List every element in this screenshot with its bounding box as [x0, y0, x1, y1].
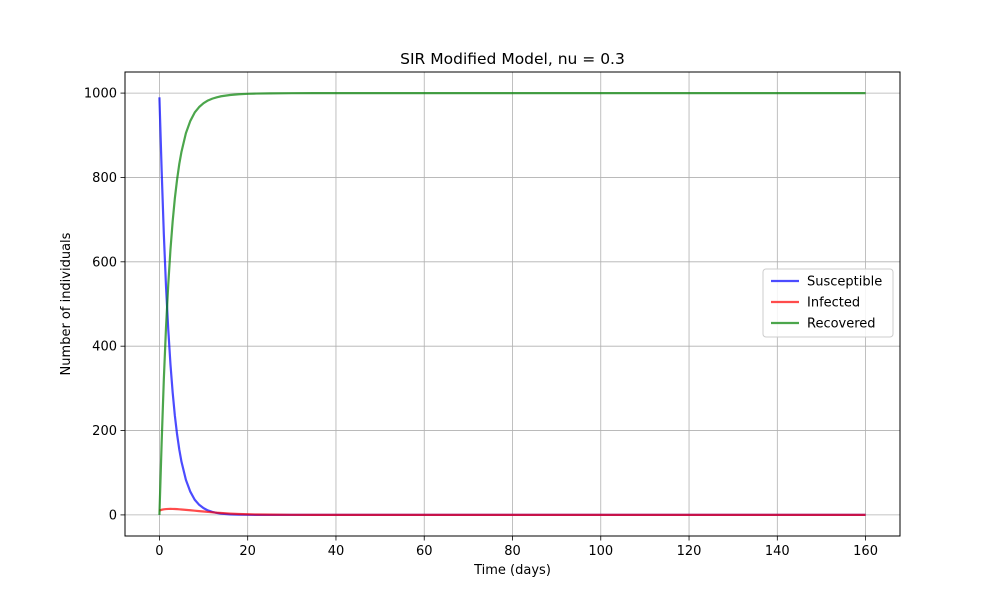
- legend-label: Susceptible: [807, 275, 882, 290]
- series-lines: [158, 91, 866, 517]
- y-tick-label: 0: [109, 508, 117, 523]
- x-axis-label: Time (days): [473, 563, 551, 578]
- axis-ticks: 0 20 40 60 80 100 120 140 160 0 200 400 600 800 1000: [84, 87, 878, 559]
- x-tick-label: 40: [328, 544, 345, 559]
- series-line-recovered: [158, 91, 866, 515]
- y-tick-label: 800: [92, 171, 117, 186]
- x-tick-label: 140: [765, 544, 790, 559]
- legend-label: Infected: [807, 296, 860, 311]
- x-tick-label: 60: [416, 544, 433, 559]
- y-axis-label: Number of individuals: [59, 232, 74, 375]
- legend: Susceptible Infected Recovered: [762, 268, 894, 338]
- x-tick-label: 20: [239, 544, 256, 559]
- series-line-infected: [158, 507, 866, 517]
- y-tick-label: 200: [92, 424, 117, 439]
- x-tick-label: 0: [155, 544, 163, 559]
- chart-title: SIR Modified Model, nu = 0.3: [400, 50, 625, 68]
- x-tick-label: 160: [853, 544, 878, 559]
- x-tick-label: 100: [588, 544, 613, 559]
- legend-box: [762, 268, 894, 338]
- y-tick-label: 600: [92, 255, 117, 270]
- legend-label: Recovered: [807, 317, 876, 332]
- x-tick-label: 120: [677, 544, 702, 559]
- x-tick-label: 80: [504, 544, 521, 559]
- y-tick-label: 1000: [84, 87, 117, 102]
- y-tick-label: 400: [92, 340, 117, 355]
